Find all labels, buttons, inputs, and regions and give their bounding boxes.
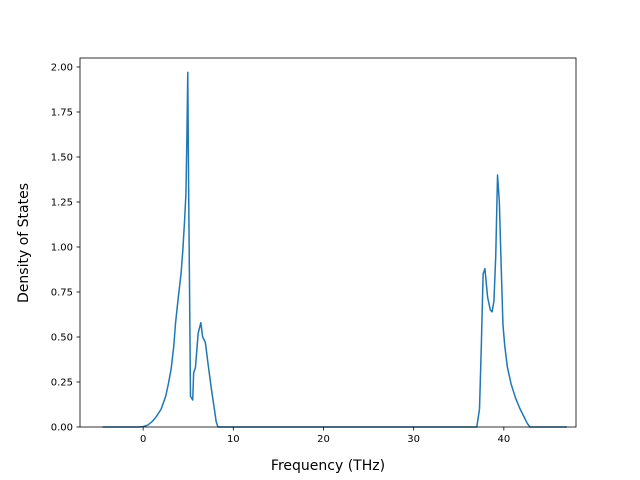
y-tick-label: 1.25 [51, 198, 73, 209]
y-tick-label: 0.50 [51, 333, 73, 344]
y-tick-label: 0.25 [51, 378, 73, 389]
plot-area [102, 71, 567, 428]
dos-series-line [102, 71, 567, 428]
x-tick-label: 40 [497, 434, 510, 445]
x-axis-label: Frequency (THz) [271, 458, 385, 474]
y-axis-label: Density of States [16, 183, 32, 303]
axes: 0 10 20 30 40 0.00 0.25 0.50 0.75 1.00 1.25 1.50 1.7… [51, 57, 577, 445]
y-tick-label: 2.00 [51, 63, 73, 74]
x-tick-label: 0 [140, 434, 146, 445]
y-tick-label: 1.50 [51, 153, 73, 164]
y-tick-label: 0.75 [51, 288, 73, 299]
y-tick-label: 0.00 [51, 423, 73, 434]
y-tick-label: 1.75 [51, 108, 73, 119]
x-tick-label: 20 [317, 434, 330, 445]
x-tick-label: 10 [227, 434, 240, 445]
x-tick-label: 30 [407, 434, 420, 445]
axes-frame [79, 57, 577, 428]
y-tick-label: 1.00 [51, 243, 73, 254]
